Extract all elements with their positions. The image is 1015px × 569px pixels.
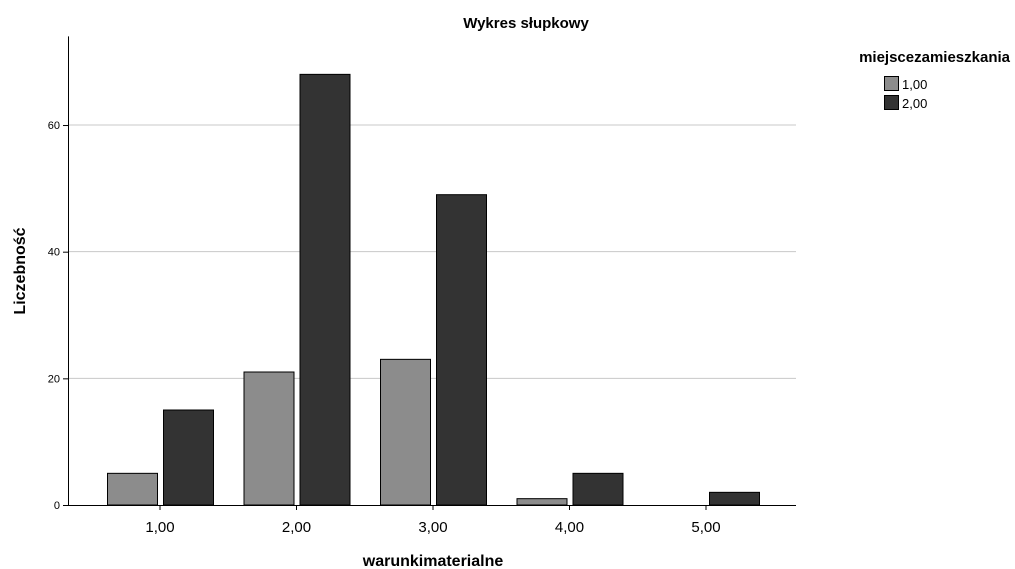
x-tick-label: 4,00 [555, 519, 584, 536]
chart-title: Wykres słupkowy [463, 15, 589, 32]
bar [243, 371, 295, 506]
bar [516, 498, 568, 506]
legend-swatch [884, 76, 899, 91]
legend-label: 2,00 [902, 96, 927, 111]
legend-swatch [884, 95, 899, 110]
y-axis-title: Liczebność [12, 227, 29, 314]
y-tick-label: 40 [48, 247, 60, 259]
y-tick-label: 0 [54, 500, 60, 512]
bar [436, 194, 487, 506]
bar [163, 409, 214, 506]
axes [63, 36, 796, 510]
bar [299, 73, 351, 506]
bar [380, 358, 431, 506]
x-tick-labels: 1,00 2,00 3,00 4,00 5,00 [145, 519, 720, 536]
x-tick-label: 3,00 [418, 519, 447, 536]
y-tick-label: 20 [48, 373, 60, 385]
x-tick-label: 1,00 [145, 519, 174, 536]
bar [107, 472, 158, 506]
bar [709, 491, 760, 506]
legend-title: miejscezamieszkania [859, 49, 1011, 66]
x-tick-label: 2,00 [282, 519, 311, 536]
x-axis-title: warunkimaterialne [362, 553, 504, 569]
bars [107, 73, 760, 506]
x-tick-label: 5,00 [691, 519, 720, 536]
y-tick-labels: 0 20 40 60 [48, 120, 60, 512]
y-tick-label: 60 [48, 120, 60, 132]
legend: miejscezamieszkania 1,00 2,00 [859, 49, 1011, 111]
bar [572, 472, 624, 506]
legend-label: 1,00 [902, 77, 927, 92]
gridlines [68, 124, 796, 379]
